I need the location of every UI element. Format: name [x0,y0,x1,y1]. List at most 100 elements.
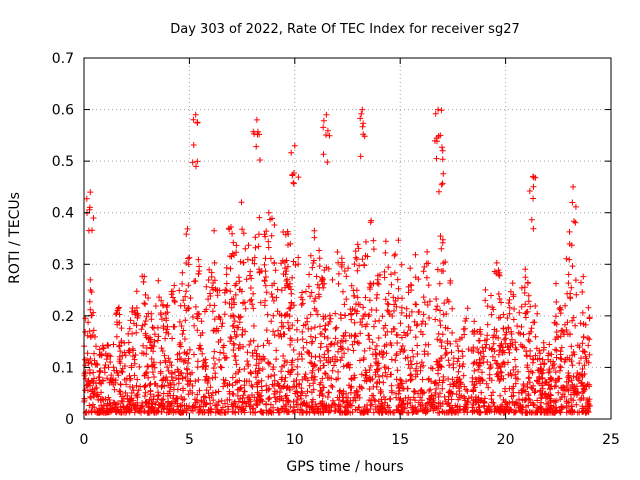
data-point [493,259,500,266]
data-point [141,273,148,280]
data-point [242,305,249,312]
data-point [453,338,459,345]
data-point [229,250,236,257]
data-point [375,360,382,367]
data-point [438,343,445,350]
data-point [509,280,516,287]
data-point [159,316,165,323]
data-point [281,312,288,319]
data-point [247,297,253,304]
data-point [412,274,419,281]
data-point [171,297,178,304]
data-point [264,337,271,344]
data-point [109,405,116,412]
data-point [273,294,280,301]
data-point [396,397,403,403]
data-point [151,374,157,380]
data-point [412,301,419,308]
data-point [224,396,231,403]
data-point [586,336,593,343]
data-point [107,359,114,366]
data-point [91,404,98,411]
data-point [503,329,510,336]
data-point [558,385,565,392]
data-point [191,322,198,329]
data-point [419,318,426,325]
data-point [360,304,367,311]
data-point [316,293,323,300]
data-point [418,397,425,404]
data-point [328,382,335,389]
y-tick-label: 0.5 [52,154,74,170]
data-point [470,360,477,367]
data-point [276,389,283,396]
data-point [182,317,189,324]
data-point [273,356,280,363]
data-point [362,311,369,318]
data-point [340,288,346,295]
x-tick-label: 0 [80,432,89,448]
data-point [160,325,167,332]
data-point [199,350,206,357]
data-point [82,387,88,394]
data-point [93,380,99,387]
data-point [307,359,314,366]
data-point [385,264,392,271]
data-point [372,371,379,378]
data-point [274,406,281,413]
data-point [435,400,442,407]
data-point [351,338,358,345]
y-axis-title: ROTI / TECUs [7,192,23,284]
data-point [471,367,478,374]
data-point [440,260,447,267]
data-point [437,233,444,240]
data-point [119,369,126,375]
data-point [239,331,245,338]
data-point [354,294,361,301]
data-point [252,234,259,241]
data-point [168,362,175,369]
data-point [303,339,310,346]
data-point [530,195,537,202]
data-point [332,407,339,414]
data-point [568,343,575,350]
data-point [240,259,247,266]
data-point [320,316,327,322]
data-point [317,344,324,351]
data-point [488,346,495,353]
data-point [250,128,257,135]
data-point [477,380,484,387]
data-point [104,342,111,349]
data-point [359,106,366,113]
data-point [450,355,457,362]
data-point [320,124,327,131]
data-point [438,355,445,362]
data-point [501,336,508,343]
data-point [423,260,430,267]
data-point [455,347,462,354]
data-point [170,409,177,416]
data-point [372,397,379,404]
data-point [320,384,327,391]
data-point [513,399,519,406]
data-point [486,371,493,378]
data-point [525,391,532,397]
data-point [356,340,362,347]
data-point [302,375,309,382]
data-point [464,305,471,312]
data-point [165,330,172,337]
data-point [500,325,507,332]
data-point [88,394,95,401]
data-point [269,294,276,300]
data-point [203,283,210,290]
data-point [320,151,327,158]
data-point [234,386,241,393]
data-point [579,340,586,347]
data-point [357,319,364,326]
data-point [255,379,262,386]
data-point [91,357,98,364]
data-point [525,292,532,299]
data-point [347,306,354,313]
data-point [432,379,439,386]
data-point [205,277,212,283]
